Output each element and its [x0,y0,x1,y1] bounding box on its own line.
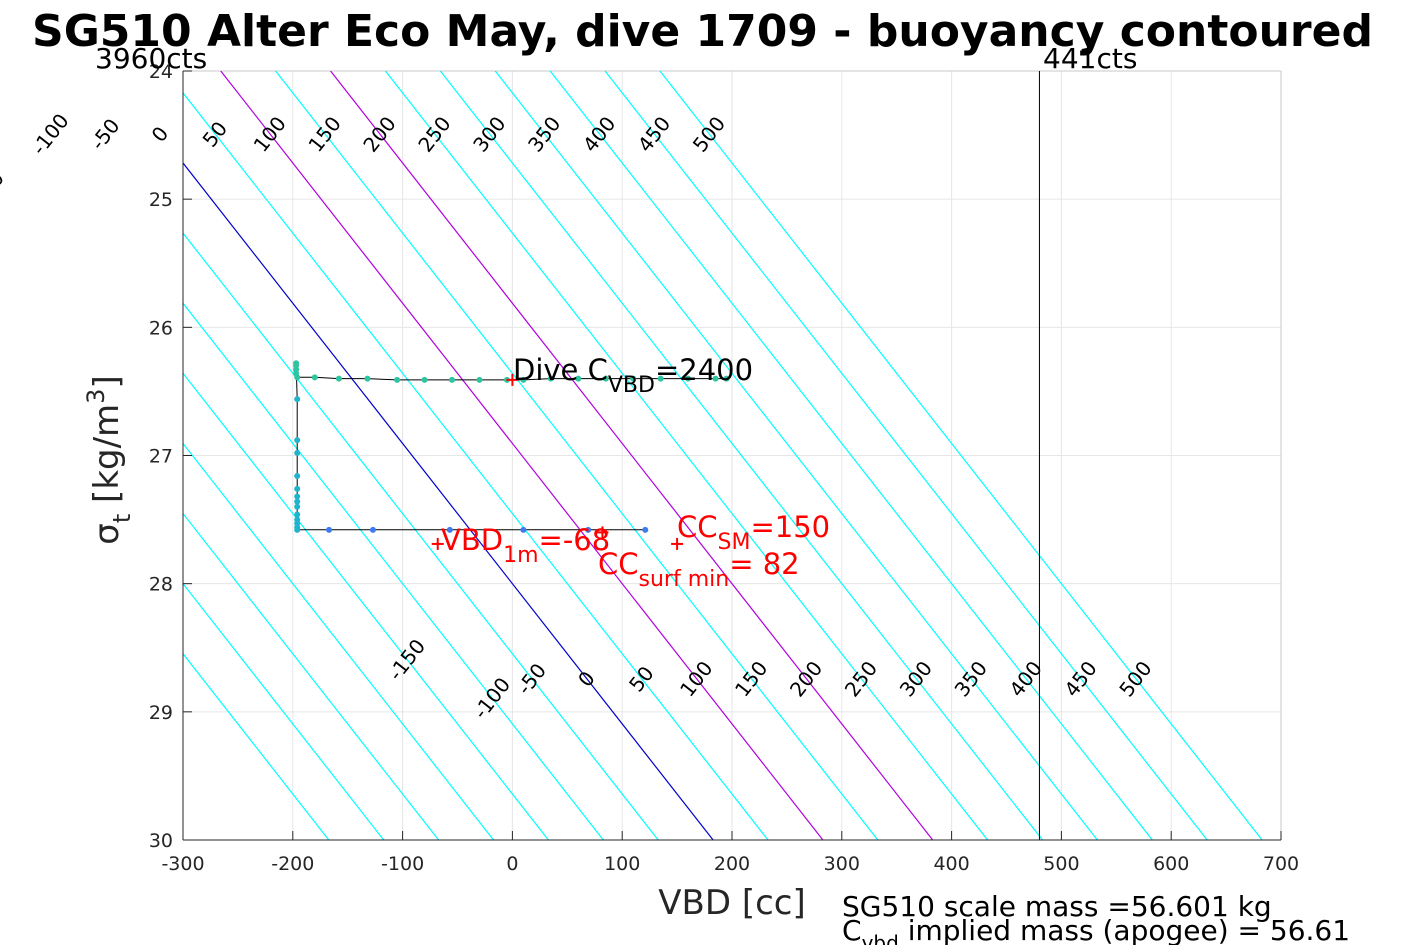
profile-point [585,526,592,533]
contour-label: -100 [27,109,74,160]
profile-point [294,437,301,444]
cc-surf-marker [596,526,609,539]
profile-point [449,376,456,383]
y-tick-label: 29 [149,702,173,724]
annotation-dive-cvbd: Dive CVBD=2400 [513,353,753,398]
markers [431,373,684,550]
axes: -300 -200 -100 0 100 200 300 400 500 600 700242526… [149,61,1299,875]
contour-line [183,442,494,840]
profile-point [294,498,301,505]
profile-point [446,526,453,533]
profile-point [294,503,301,510]
y-tick-label: 24 [149,61,173,83]
profile-point [294,511,301,518]
contour-line [494,71,1098,840]
profile-point [326,526,333,533]
profile-point [547,375,554,382]
dive-cvbd-marker [506,373,519,386]
x-tick-label: 600 [1153,853,1189,875]
profile-point [293,360,300,367]
profile-point [712,375,719,382]
annotation-vbd-1m: VBD1m=-68 [441,523,610,568]
x-tick-label: 200 [714,853,750,875]
profile-point [335,375,342,382]
contour-line [604,71,1208,840]
contour-line [183,162,714,840]
contour-line [183,91,769,840]
profile-point [394,376,401,383]
x-tick-label: -100 [381,853,424,875]
chart-title: SG510 Alter Eco May, dive 1709 - buoyanc… [32,6,1373,57]
x-tick-label: -300 [161,853,204,875]
contour-line [220,71,824,840]
y-tick-label: 25 [149,189,173,211]
buoyancy-contours [183,71,1263,840]
x-tick-label: 700 [1263,853,1299,875]
contour-label: -50 [86,114,125,155]
contour-line [183,652,330,840]
x-tick-label: -200 [271,853,314,875]
profile-point [294,493,301,500]
y-tick-label: 28 [149,574,173,596]
footer-implied-mass: Cvbd implied mass (apogee) = 56.61 [842,914,1350,945]
top-label-right: 441cts [1043,42,1137,75]
x-tick-label: 300 [824,853,860,875]
profile-point [685,375,692,382]
profile-point [520,376,527,383]
profile-point [311,374,318,381]
annotation-cc-sm: CCSM=150 [677,510,830,555]
x-tick-label: 500 [1043,853,1079,875]
contour-line [183,512,440,840]
profile-point [294,473,301,480]
contour-label: 0 [147,122,174,147]
profile-point [642,526,649,533]
contour-line [183,302,604,840]
profile-point [294,485,301,492]
svg-text:σt [kg/m3]: σt [kg/m3] [82,375,136,544]
profile-point [294,396,301,403]
annotation-cc-surf: CCsurf min= 82 [598,547,800,592]
profile-point [657,375,664,382]
contour-line [659,71,1263,840]
contour-line [183,372,549,840]
profile-point [630,375,637,382]
x-tick-label: 400 [933,853,969,875]
contour-label: -200 [0,167,9,218]
x-tick-label: 100 [604,853,640,875]
contour-line [330,71,934,840]
profile-point [364,375,371,382]
vbd-1m-marker [431,537,444,550]
dive-profile [293,360,730,565]
x-tick-label: 0 [506,853,518,875]
cc-sm-marker [671,537,684,550]
y-tick-label: 30 [149,830,173,852]
y-axis-label: σt [kg/m3] [82,375,136,544]
profile-point [421,376,428,383]
contour-line [549,71,1153,840]
profile-point [602,375,609,382]
grid [182,70,1282,841]
profile-point [369,526,376,533]
profile-point [575,375,582,382]
profile-point [476,376,483,383]
contour-line [275,71,879,840]
top-label-left: 3960cts [95,42,207,75]
profile-point [294,449,301,456]
contour-line [439,71,1043,840]
x-axis-label: VBD [cc] [658,883,806,923]
y-tick-label: 27 [149,446,173,468]
contour-line [183,232,659,840]
footer-scale-mass: SG510 scale mass =56.601 kg [842,890,1272,923]
contour-line [183,582,385,840]
contour-line [384,71,989,840]
profile-point [520,526,527,533]
y-tick-label: 26 [149,317,173,339]
profile-point [723,375,730,382]
profile-point [294,526,301,533]
